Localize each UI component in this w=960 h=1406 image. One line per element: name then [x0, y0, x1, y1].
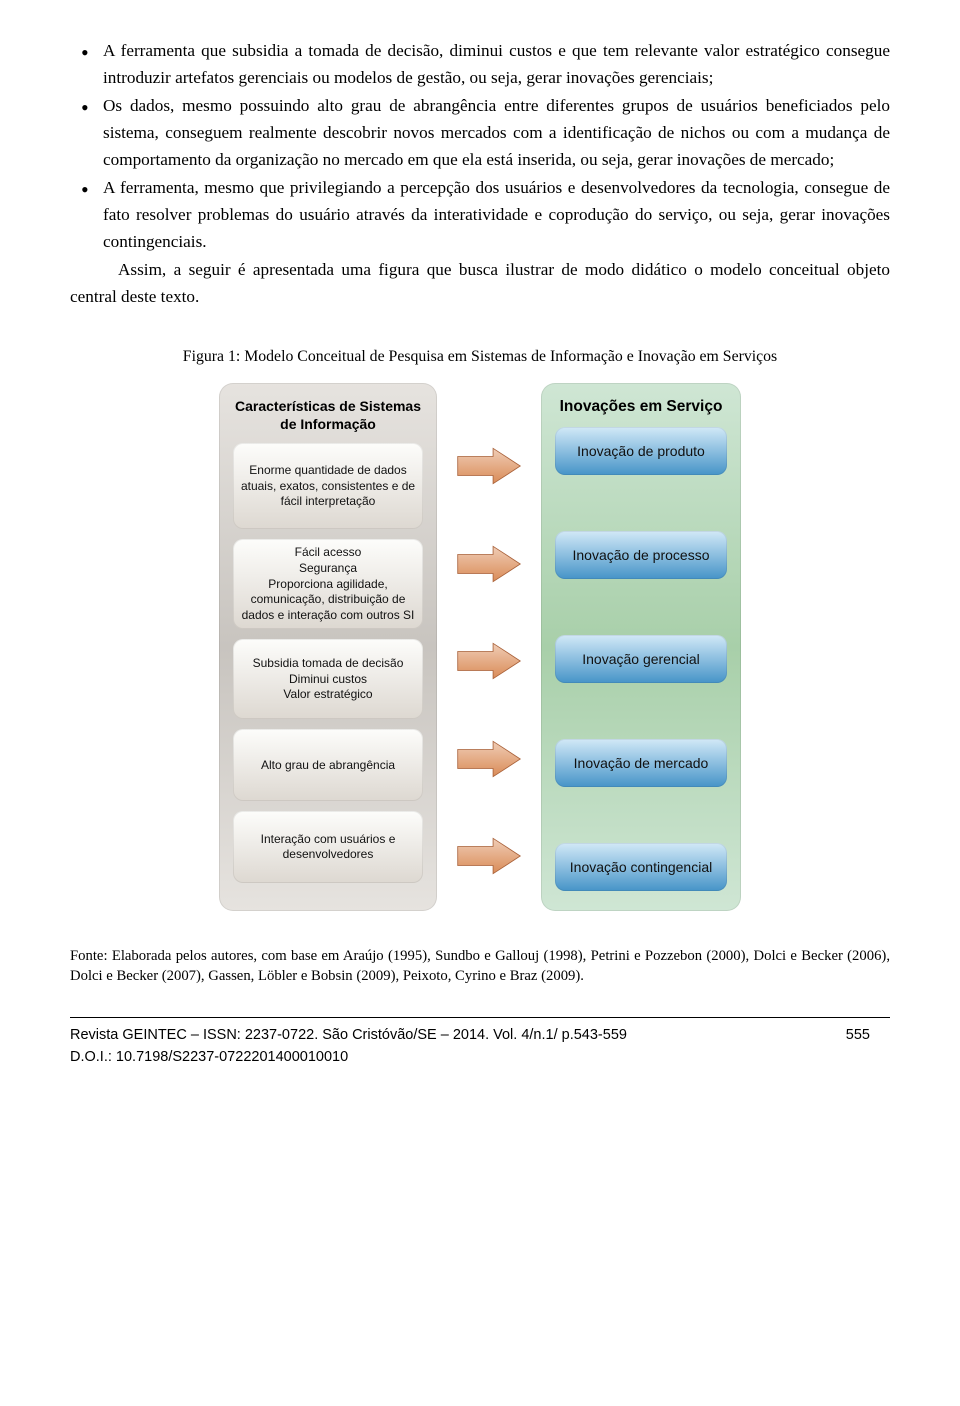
left-item-4: Interação com usuários e desenvolvedores [233, 811, 423, 883]
left-panel: Características de Sistemas de Informaçã… [219, 383, 437, 911]
left-panel-title: Características de Sistemas de Informaçã… [233, 397, 423, 433]
paragraph: Assim, a seguir é apresentada uma figura… [70, 257, 890, 310]
right-item-1: Inovação de processo [555, 531, 727, 579]
left-item-2: Subsidia tomada de decisãoDiminui custos… [233, 639, 423, 719]
arrow-row [455, 724, 523, 794]
arrow-icon [455, 635, 523, 687]
left-item-1: Fácil acessoSegurançaProporciona agilida… [233, 539, 423, 629]
footer-journal: Revista GEINTEC – ISSN: 2237-0722. São C… [70, 1024, 627, 1046]
right-item-0: Inovação de produto [555, 427, 727, 475]
bulleted-list: A ferramenta que subsidia a tomada de de… [70, 38, 890, 255]
left-item-0-text: Enorme quantidade de dados atuais, exato… [239, 463, 417, 510]
page-footer: Revista GEINTEC – ISSN: 2237-0722. São C… [70, 1017, 890, 1069]
arrow-row [455, 431, 523, 501]
arrow-icon [455, 440, 523, 492]
right-item-1-text: Inovação de processo [573, 546, 710, 564]
footer-doi: D.O.I.: 10.7198/S2237-0722201400010010 [70, 1046, 627, 1068]
right-item-3-text: Inovação de mercado [574, 754, 709, 772]
diagram: Características de Sistemas de Informaçã… [70, 383, 890, 911]
left-item-4-text: Interação com usuários e desenvolvedores [239, 832, 417, 863]
right-panel-title: Inovações em Serviço [555, 397, 727, 417]
left-item-3-text: Alto grau de abrangência [261, 758, 395, 774]
figure-caption: Figura 1: Modelo Conceitual de Pesquisa … [70, 345, 890, 369]
left-item-2-text: Subsidia tomada de decisãoDiminui custos… [253, 656, 404, 703]
arrow-icon [455, 830, 523, 882]
arrow-icon [455, 733, 523, 785]
right-item-2-text: Inovação gerencial [582, 650, 700, 668]
list-item: A ferramenta que subsidia a tomada de de… [103, 38, 890, 91]
arrow-icon [455, 538, 523, 590]
left-item-0: Enorme quantidade de dados atuais, exato… [233, 443, 423, 529]
right-item-4-text: Inovação contingencial [570, 858, 712, 876]
arrow-row [455, 626, 523, 696]
right-item-0-text: Inovação de produto [577, 442, 705, 460]
figure-source: Fonte: Elaborada pelos autores, com base… [70, 947, 890, 987]
right-item-3: Inovação de mercado [555, 739, 727, 787]
right-panel: Inovações em Serviço Inovação de produto… [541, 383, 741, 911]
page-number: 555 [846, 1024, 890, 1069]
arrow-column [455, 383, 523, 911]
left-item-3: Alto grau de abrangência [233, 729, 423, 801]
arrow-row [455, 821, 523, 891]
list-item: Os dados, mesmo possuindo alto grau de a… [103, 93, 890, 173]
right-item-4: Inovação contingencial [555, 843, 727, 891]
right-item-2: Inovação gerencial [555, 635, 727, 683]
list-item: A ferramenta, mesmo que privilegiando a … [103, 175, 890, 255]
left-item-1-text: Fácil acessoSegurançaProporciona agilida… [239, 545, 417, 623]
arrow-row [455, 529, 523, 599]
